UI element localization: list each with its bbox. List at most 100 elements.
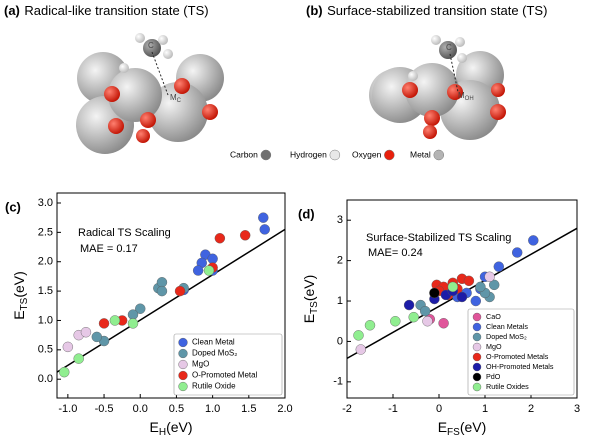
scatter-point — [192, 265, 204, 276]
legend-label: PdO — [486, 372, 501, 381]
panel-heading: (a) Radical-like transition state (TS) — [4, 3, 209, 20]
fit-line — [56, 228, 286, 373]
scatter-point — [174, 285, 186, 297]
legend-label: CaO — [486, 312, 501, 321]
scatter-point — [489, 279, 500, 291]
annotation: Surface-Stabilized TS Scaling — [366, 232, 511, 244]
legend-swatch — [178, 337, 188, 348]
metal-label: MOH — [458, 91, 474, 101]
y-axis-label-sub: TS — [309, 301, 320, 314]
scatter-point — [447, 281, 458, 293]
y-tick-label: 2 — [337, 255, 343, 267]
atom-label: C — [148, 41, 154, 50]
scatter-point — [355, 344, 366, 355]
legend-swatch — [472, 322, 482, 332]
scatter-point — [438, 318, 449, 329]
y-tick-label: 2.5 — [38, 226, 53, 238]
scatter-point — [420, 305, 431, 317]
scatter-point — [127, 309, 139, 320]
legend-swatch — [472, 362, 482, 372]
atom-legend-label: Hydrogen — [290, 149, 327, 159]
y-axis-label-main: E — [11, 310, 27, 319]
legend-box — [173, 333, 283, 396]
legend-swatch — [472, 372, 482, 382]
scatter-point — [353, 330, 364, 341]
scatter-point — [239, 230, 251, 241]
x-axis-label-unit: (eV) — [460, 419, 486, 435]
scatter-point — [470, 295, 481, 307]
x-axis-label-sub: H — [159, 427, 166, 438]
scatter-point — [456, 291, 468, 303]
panel-label: (d) — [298, 206, 315, 221]
atom-legend: Carbon Hydrogen Oxygen Metal — [230, 149, 445, 161]
y-tick-label: 3 — [337, 214, 343, 226]
panel-heading: (b) Surface-stabilized transition state … — [306, 3, 547, 20]
y-axis-label-main: E — [301, 314, 317, 323]
atom-label: C — [446, 43, 452, 52]
atom-legend-label: Oxygen — [352, 149, 382, 159]
x-axis-label-unit: (eV) — [166, 419, 192, 435]
legend-label: Rutile Oxides — [486, 382, 529, 391]
x-tick-label: 0.5 — [169, 403, 184, 415]
molecule-b: C MOH — [369, 35, 506, 140]
legend-label: Clean Metals — [486, 322, 528, 331]
y-axis-label-unit: (eV) — [11, 271, 27, 297]
scatter-point — [512, 247, 523, 258]
legend-label: OH-Promoted Metals — [486, 362, 554, 371]
scatter-point — [203, 265, 215, 276]
annotation: MAE= 0.24 — [368, 247, 423, 259]
scatter-point — [403, 299, 415, 311]
scatter-point — [214, 233, 226, 244]
y-axis-label-sub: TS — [19, 297, 30, 310]
scatter-point — [259, 224, 270, 235]
legend-label: MgO — [192, 360, 209, 369]
scatter-point — [528, 235, 539, 246]
scatter-point — [484, 271, 495, 282]
legend-swatch — [472, 332, 482, 342]
legend-label: Doped MoS₂ — [192, 349, 237, 358]
scatter-point — [109, 315, 121, 326]
scatter-point — [127, 318, 139, 329]
x-tick-label: 1.0 — [205, 403, 220, 415]
legend-label: Doped MoS₂ — [486, 332, 527, 341]
scatter-point — [156, 285, 168, 297]
y-tick-label: 1.5 — [38, 285, 53, 297]
legend-swatch — [178, 359, 188, 370]
scatter-point — [493, 261, 504, 272]
x-tick-label: -1 — [388, 403, 398, 415]
y-tick-label: 2.0 — [38, 256, 53, 268]
legend-label: O-Promoted Metal — [192, 371, 258, 380]
annotation: MAE = 0.17 — [80, 243, 138, 255]
x-axis-label-main: E — [438, 419, 447, 435]
scatter-point — [80, 327, 92, 338]
atom-legend-swatch — [260, 149, 272, 161]
legend-swatch — [472, 352, 482, 362]
scatter-point — [156, 277, 168, 288]
plot-frame — [56, 192, 286, 399]
x-axis-label-main: E — [149, 419, 158, 435]
scatter-point — [422, 316, 433, 327]
x-tick-label: 3 — [574, 403, 580, 415]
x-tick-label: 0 — [436, 403, 442, 415]
x-tick-label: 2.0 — [277, 403, 292, 415]
legend-swatch — [472, 342, 482, 352]
atom-legend-swatch — [329, 149, 341, 161]
metal-label: MC — [170, 93, 182, 103]
y-tick-label: 1.0 — [38, 314, 53, 326]
x-tick-label: 1 — [482, 403, 488, 415]
legend-swatch — [178, 370, 188, 381]
atom-legend-swatch — [433, 149, 445, 161]
y-tick-label: 0 — [337, 335, 343, 347]
y-tick-label: 3.0 — [38, 197, 53, 209]
scatter-point — [408, 311, 419, 323]
annotation: Radical TS Scaling — [78, 227, 171, 239]
x-tick-label: 1.5 — [241, 403, 256, 415]
legend-box — [467, 308, 575, 396]
charts: (c) -1.0 -0.5 0.0 0.5 1.0 1.5 2.0 0.0 0.5 1.0 1.5 2.… — [5, 192, 580, 438]
scatter-point — [59, 366, 70, 378]
scatter-point — [62, 341, 74, 353]
y-tick-label: 1 — [337, 295, 343, 307]
x-tick-label: 0.0 — [133, 403, 148, 415]
molecule-a: C MC — [76, 33, 224, 154]
